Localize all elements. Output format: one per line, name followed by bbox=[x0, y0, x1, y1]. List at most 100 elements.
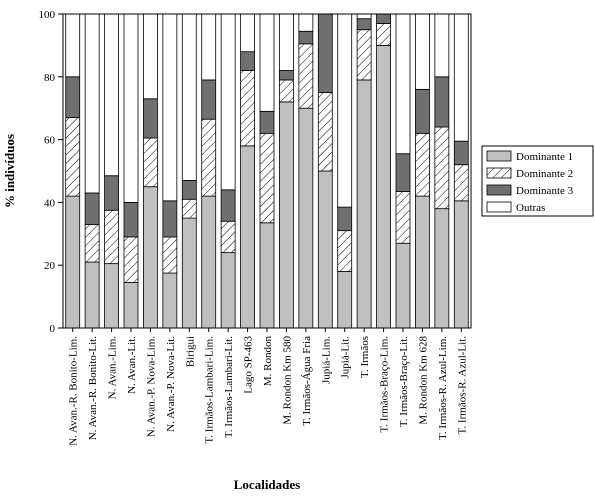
bar-segment bbox=[415, 88, 430, 134]
bar-segment bbox=[104, 209, 119, 265]
bar-segment bbox=[162, 13, 178, 202]
bar-segment bbox=[434, 208, 450, 329]
x-tick-label: Birigui bbox=[184, 336, 196, 367]
bar-segment bbox=[259, 110, 275, 134]
x-tick-label: T. Irmãos-Água Fria bbox=[301, 336, 313, 426]
bar-segment bbox=[123, 13, 139, 203]
legend-label: Dominante 3 bbox=[516, 185, 574, 197]
bar-segment bbox=[201, 79, 217, 120]
bar-segment bbox=[162, 272, 178, 329]
bar-segment bbox=[279, 13, 294, 71]
bar-segment bbox=[65, 13, 81, 78]
bar-segment bbox=[356, 18, 372, 31]
bar-segment bbox=[181, 217, 197, 329]
bar-segment bbox=[220, 189, 236, 222]
bar-segment bbox=[317, 13, 333, 93]
bar-segment bbox=[84, 223, 100, 263]
bar-segment bbox=[123, 201, 139, 238]
x-tick-label: N. Avan.-Lim. bbox=[107, 336, 119, 400]
x-tick-label: M. Rondon Km 628 bbox=[417, 336, 429, 425]
plot-frame bbox=[62, 13, 472, 329]
x-tick-label: M. Rondon Km 580 bbox=[281, 336, 293, 425]
x-tick-label: N. Avan.-Lit. bbox=[126, 336, 138, 394]
x-tick-label: Jupiá-Lit. bbox=[340, 336, 352, 379]
bar-segment bbox=[181, 13, 197, 181]
bar-segment bbox=[259, 13, 275, 112]
bar-segment bbox=[337, 206, 353, 232]
bar-segment bbox=[356, 13, 372, 20]
bar-segment bbox=[123, 236, 139, 283]
bar-segment bbox=[201, 118, 217, 197]
bar-segment bbox=[104, 13, 119, 177]
bar-segment bbox=[181, 198, 197, 219]
x-tick-label: T. Irmãos-Lambari-Lim. bbox=[204, 336, 216, 444]
bar-segment bbox=[181, 180, 197, 200]
bar-segment bbox=[453, 140, 469, 166]
bar-segment bbox=[337, 13, 353, 208]
bar-segment bbox=[279, 70, 294, 81]
bar-segment bbox=[104, 263, 119, 329]
bar-segment bbox=[84, 13, 100, 194]
legend-swatch bbox=[486, 184, 512, 196]
bar-segment bbox=[317, 170, 333, 329]
x-tick-label: M. Rondon bbox=[262, 336, 274, 387]
x-tick-label: T. Irmãos-R. Azul-Lim. bbox=[437, 336, 449, 440]
bar-segment bbox=[395, 191, 411, 244]
bar-segment bbox=[220, 220, 236, 254]
x-tick-label: T. Irmãos bbox=[359, 336, 371, 378]
bar-segment bbox=[415, 132, 430, 197]
bar-segment bbox=[65, 195, 81, 329]
y-tick-label: 80 bbox=[44, 72, 56, 84]
bar-segment bbox=[415, 13, 430, 90]
bar-segment bbox=[376, 45, 391, 329]
y-axis-label: % indivíduos bbox=[2, 134, 17, 208]
bar-segment bbox=[143, 13, 158, 100]
x-tick-label: Jupiá-Lim. bbox=[320, 336, 332, 384]
x-tick-label: T. Irmãos-R. Azul-Lit. bbox=[456, 336, 468, 435]
x-axis-label: Localidades bbox=[234, 477, 300, 492]
bar-segment bbox=[356, 79, 372, 329]
legend-label: Outras bbox=[516, 202, 545, 214]
x-tick-label: N. Avan.-P. Nova-Lit. bbox=[165, 336, 177, 432]
bar-segment bbox=[415, 195, 430, 329]
y-tick-label: 20 bbox=[44, 260, 56, 272]
bar-segment bbox=[376, 13, 391, 24]
bar-segment bbox=[143, 186, 158, 329]
x-tick-label: Lago SP-463 bbox=[243, 336, 255, 394]
x-tick-label: N. Avan.-R. Bonito-Lit. bbox=[87, 336, 99, 441]
bar-segment bbox=[337, 271, 353, 329]
bar-segment bbox=[434, 126, 450, 210]
bar-segment bbox=[356, 29, 372, 81]
bar-segment bbox=[298, 13, 314, 32]
legend-label: Dominante 2 bbox=[516, 168, 573, 180]
bar-segment bbox=[395, 153, 411, 192]
y-tick-label: 40 bbox=[44, 197, 56, 209]
bar-segment bbox=[84, 261, 100, 329]
y-tick-label: 60 bbox=[44, 135, 56, 147]
bar-segment bbox=[259, 222, 275, 329]
bar-segment bbox=[279, 79, 294, 103]
legend-swatch bbox=[486, 150, 512, 162]
bar-segment bbox=[317, 92, 333, 172]
bar-segment bbox=[84, 192, 100, 225]
bar-segment bbox=[201, 13, 217, 81]
bar-segment bbox=[453, 164, 469, 202]
x-tick-label: N. Avan.-P. Nova-Lim. bbox=[145, 336, 157, 437]
x-tick-label: T. Irmãos-Braço-Lim. bbox=[379, 336, 391, 433]
bar-segment bbox=[279, 101, 294, 329]
bar-segment bbox=[162, 236, 178, 274]
bar-segment bbox=[434, 13, 450, 78]
x-tick-label: T. Irmãos-Lambari-Lit. bbox=[223, 336, 235, 438]
bar-segment bbox=[240, 70, 255, 147]
bar-segment bbox=[220, 13, 236, 191]
bar-segment bbox=[65, 117, 81, 197]
bar-segment bbox=[395, 13, 411, 155]
bar-segment bbox=[201, 195, 217, 329]
bar-segment bbox=[143, 137, 158, 188]
legend-label: Dominante 1 bbox=[516, 151, 573, 163]
y-tick-label: 100 bbox=[39, 9, 56, 21]
x-tick-label: N. Avan.-R. Bonito-Lim. bbox=[68, 336, 80, 446]
bar-segment bbox=[104, 175, 119, 211]
y-tick-label: 0 bbox=[50, 323, 56, 335]
